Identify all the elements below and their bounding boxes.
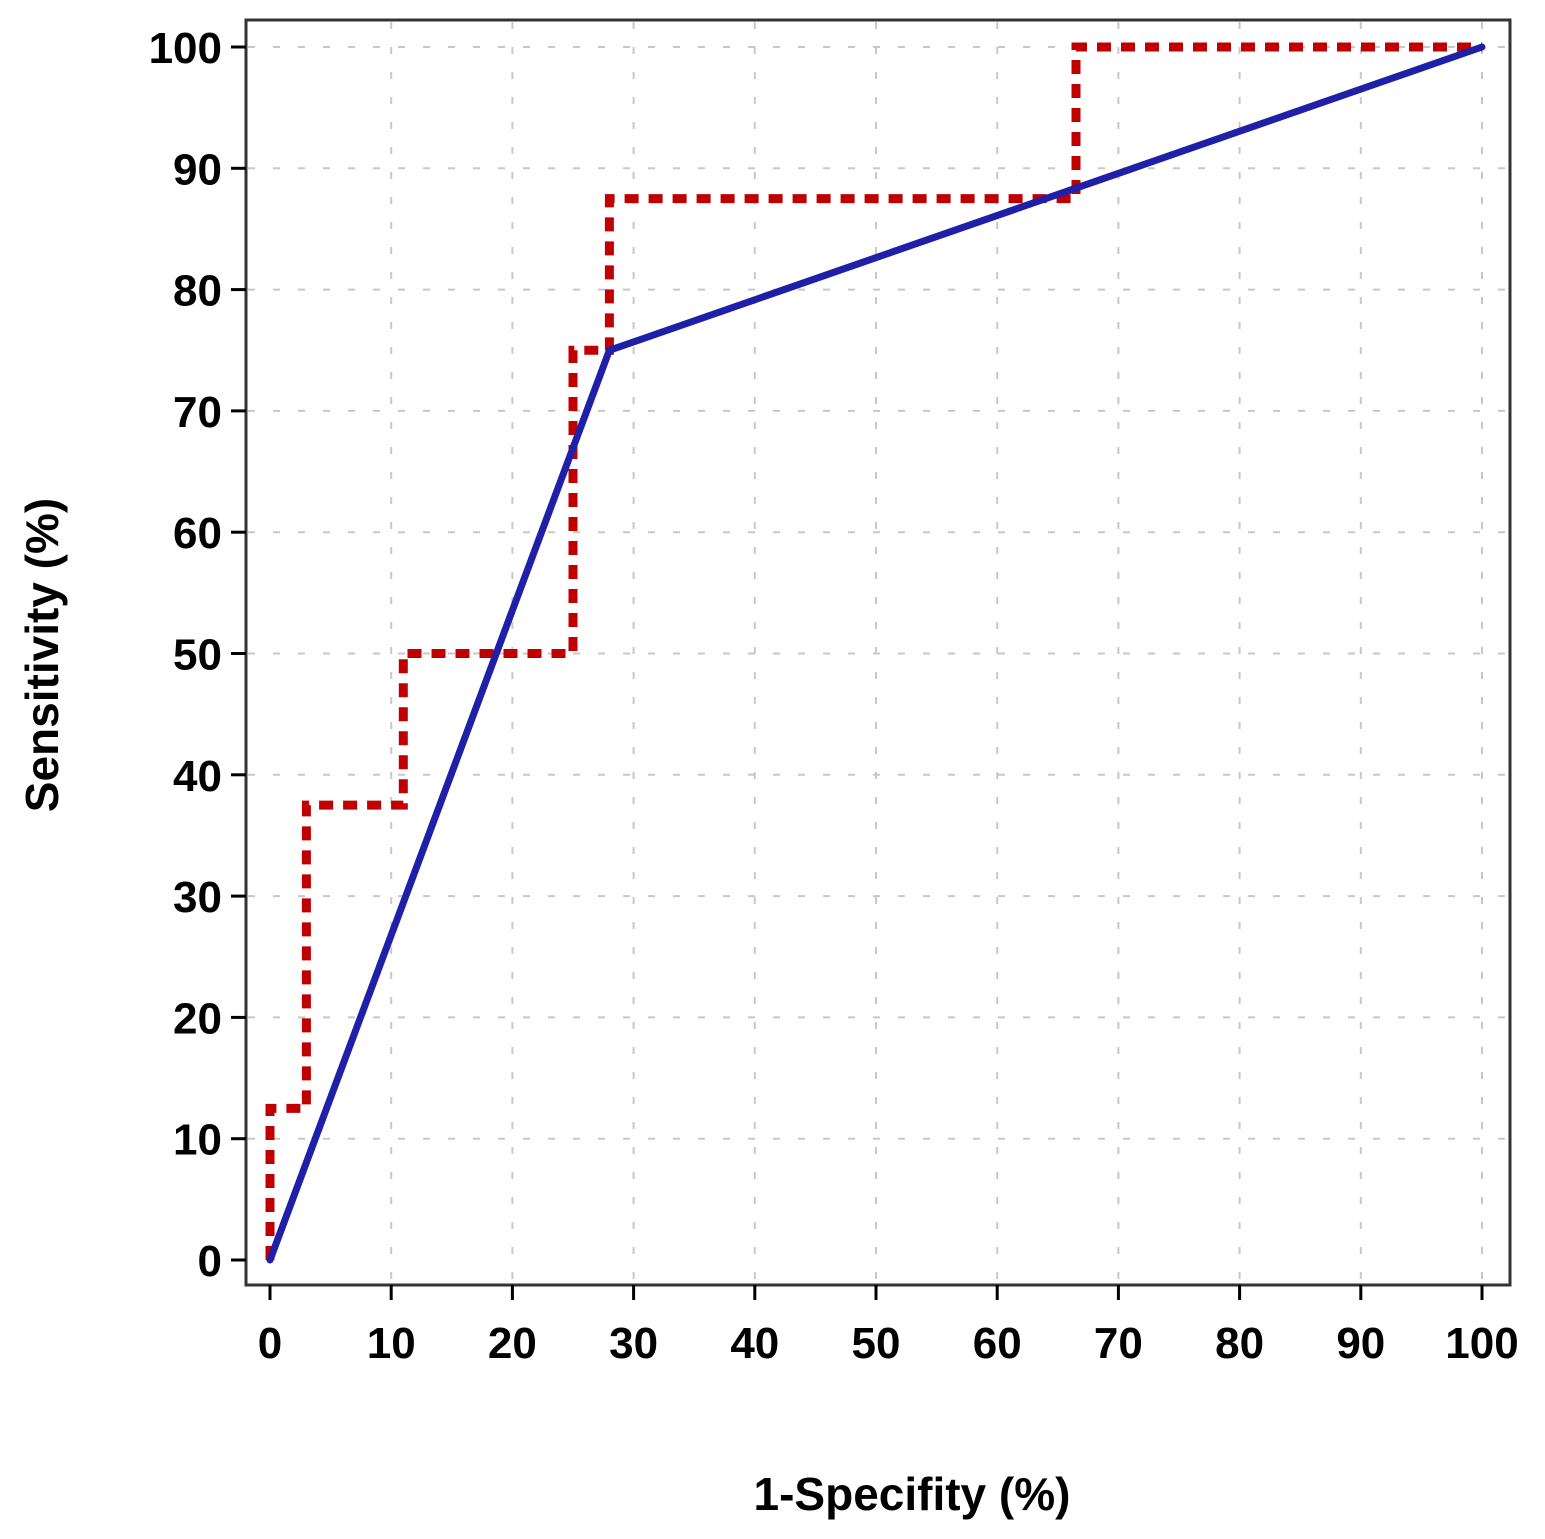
- x-axis-title: 1-Specifity (%): [754, 1468, 1071, 1520]
- x-tick-label: 100: [1445, 1319, 1518, 1368]
- grid: [248, 22, 1508, 1283]
- x-axis: 0 10 20 30 40 50 60 70 80 90 100: [258, 1285, 1519, 1368]
- x-tick-label: 80: [1215, 1319, 1264, 1368]
- series-fitted-roc: [266, 43, 1486, 1264]
- y-tick-label: 70: [173, 388, 222, 437]
- y-tick-label: 0: [198, 1237, 222, 1286]
- y-tick-label: 40: [173, 752, 222, 801]
- y-tick-label: 20: [173, 994, 222, 1043]
- y-tick-label: 80: [173, 267, 222, 316]
- x-tick-label: 30: [609, 1319, 658, 1368]
- y-tick-label: 90: [173, 145, 222, 194]
- y-axis: 0 10 20 30 40 50 60 70 80 90 100: [149, 24, 246, 1286]
- y-tick-label: 60: [173, 509, 222, 558]
- y-axis-title: Sensitivity (%): [16, 498, 68, 812]
- y-tick-label: 10: [173, 1116, 222, 1165]
- x-tick-label: 90: [1336, 1319, 1385, 1368]
- x-tick-label: 40: [730, 1319, 779, 1368]
- x-tick-label: 20: [488, 1319, 537, 1368]
- x-tick-label: 70: [1094, 1319, 1143, 1368]
- x-tick-label: 60: [973, 1319, 1022, 1368]
- y-tick-label: 30: [173, 873, 222, 922]
- x-tick-label: 0: [258, 1319, 282, 1368]
- series-layer: [265, 42, 1486, 1264]
- x-tick-label: 50: [852, 1319, 901, 1368]
- y-tick-label: 50: [173, 631, 222, 680]
- y-tick-label: 100: [149, 24, 222, 73]
- x-tick-label: 10: [367, 1319, 416, 1368]
